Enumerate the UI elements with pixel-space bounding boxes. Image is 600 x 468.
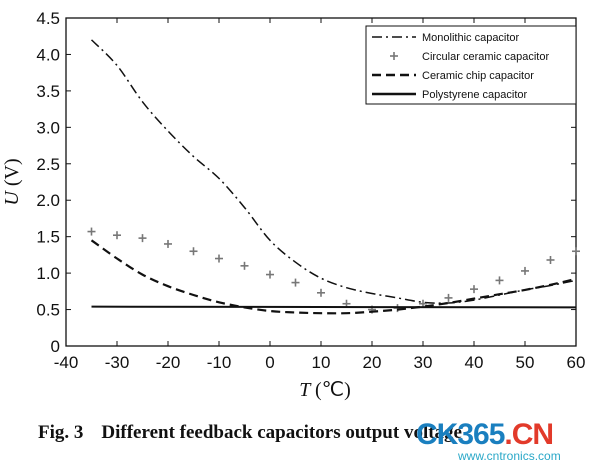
y-tick-label: 2.5 [36,155,60,174]
x-tick-label: -20 [156,353,181,372]
data-point-marker [189,247,198,256]
data-point-marker [215,254,223,263]
y-axis-title: U (V) [1,158,23,205]
legend-item: Ceramic chip capacitor [372,70,534,82]
legend: Monolithic capacitor Circular ceramic cap… [365,25,577,105]
data-point-marker [546,255,555,264]
legend-label: Ceramic chip capacitor [422,70,534,82]
legend-item: Polystyrene capacitor [372,89,527,101]
series-polystyrene-capacitor [91,305,577,309]
watermark-part1: CK365 [416,418,505,451]
series-layer [87,39,580,315]
caption-text: Different feedback capacitors output vol… [101,422,462,443]
y-tick-label: 4.5 [36,9,60,28]
x-tick-label: -10 [207,353,232,372]
data-point-marker [240,261,249,270]
x-tick-label: 0 [265,353,274,372]
y-tick-label: 1.5 [36,228,60,247]
legend-box [365,25,577,105]
watermark-logo: CK365.CN www.cntronics.com [416,418,588,463]
data-point-marker [495,276,504,285]
data-point-marker [87,227,96,236]
legend-label: Monolithic capacitor [422,32,520,44]
x-tick-label: 20 [363,353,382,372]
y-tick-label: 3.0 [36,118,60,137]
data-point-marker [572,247,580,256]
x-axis-symbol: T [299,379,315,401]
series-monolithic-capacitor [90,39,577,304]
y-axis-symbol: U [1,186,23,205]
watermark-dot: . [504,418,512,451]
chart: U (V) T (℃) -40 -30 -20 -10 0 10 20 30 40 50 60 0 0.… [1,9,585,401]
x-tick-label: 30 [414,353,433,372]
data-point-marker [291,278,300,287]
watermark-part2: CN [511,418,554,451]
series-line [91,305,577,309]
x-tick-label: -30 [105,353,130,372]
watermark-main: CK365.CN [416,418,554,452]
x-axis-label: T (℃) [299,379,351,401]
legend-item: Circular ceramic capacitor [390,51,549,63]
legend-label: Circular ceramic capacitor [422,51,549,63]
series-ceramic-chip-capacitor [90,239,577,315]
x-tick-label: 40 [465,353,484,372]
series-line [90,239,577,315]
y-tick-label: 0 [51,337,60,356]
y-tick-label: 3.5 [36,82,60,101]
legend-item: Monolithic capacitor [372,32,520,44]
series-circular-ceramic-capacitor [87,227,580,314]
x-tick-label: -40 [54,353,79,372]
y-axis-label: U (V) [1,158,23,205]
data-point-marker [470,285,478,294]
data-point-marker [113,231,121,240]
legend-label: Polystyrene capacitor [422,89,527,101]
caption-number: Fig. 3 [38,422,84,443]
data-point-marker [266,270,274,279]
series-line [90,39,577,304]
y-tick-label: 2.0 [36,191,60,210]
data-point-marker [164,239,172,248]
data-point-marker [317,288,325,297]
y-tick-label: 4.0 [36,45,60,64]
data-point-marker [521,266,529,275]
y-axis-unit: (V) [1,158,23,186]
data-point-marker [444,293,453,302]
x-tick-label: 50 [516,353,535,372]
y-tick-label: 1.0 [36,264,60,283]
figure-caption: Fig. 3 Different feedback capacitors outp… [38,422,462,444]
y-tick-label: 0.5 [36,301,60,320]
x-axis-unit: (℃) [315,379,351,401]
data-point-marker [138,234,147,243]
axis-ticks: -40 -30 -20 -10 0 10 20 30 40 50 60 0 0.5 1.0 1.5 2.0 2.… [36,9,585,372]
x-tick-label: 10 [312,353,331,372]
watermark-url: www.cntronics.com [458,449,561,463]
x-tick-label: 60 [567,353,586,372]
